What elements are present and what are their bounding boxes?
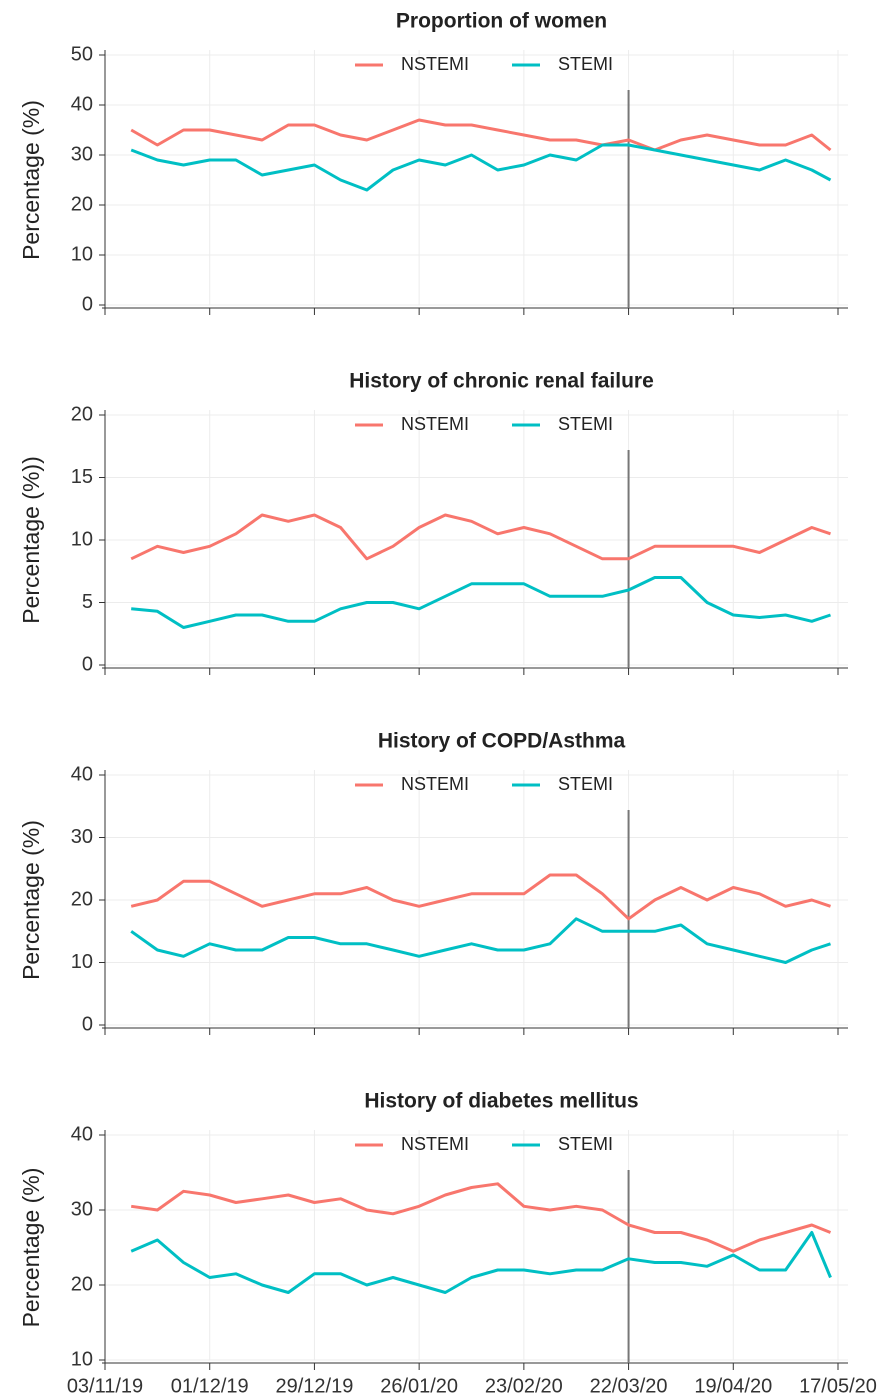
y-axis-label: Percentage (%)) xyxy=(18,456,44,623)
legend-label: NSTEMI xyxy=(401,774,469,794)
panel-title: History of diabetes mellitus xyxy=(364,1090,638,1113)
y-tick-label: 20 xyxy=(71,193,93,215)
panel-title: History of chronic renal failure xyxy=(349,370,654,393)
y-tick-label: 40 xyxy=(71,1123,93,1145)
legend-label: NSTEMI xyxy=(401,414,469,434)
x-tick-label: 22/03/20 xyxy=(590,1375,668,1397)
y-tick-label: 20 xyxy=(71,888,93,910)
y-axis-label: Percentage (%) xyxy=(18,820,44,980)
legend-label: STEMI xyxy=(558,414,613,434)
x-tick-label: 23/02/20 xyxy=(485,1375,563,1397)
y-tick-label: 15 xyxy=(71,466,93,488)
series-line xyxy=(130,513,831,561)
x-tick-label: 17/05/20 xyxy=(799,1375,877,1397)
y-tick-label: 0 xyxy=(82,293,93,315)
series-line xyxy=(130,118,832,152)
y-tick-label: 10 xyxy=(71,528,93,550)
y-tick-label: 10 xyxy=(71,1348,93,1370)
legend-label: STEMI xyxy=(558,54,613,74)
legend-label: STEMI xyxy=(558,1134,613,1154)
legend-label: STEMI xyxy=(558,774,613,794)
legend-label: NSTEMI xyxy=(401,1134,469,1154)
series-line xyxy=(130,1182,832,1253)
x-tick-label: 19/04/20 xyxy=(694,1375,772,1397)
y-tick-label: 40 xyxy=(71,93,93,115)
y-tick-label: 30 xyxy=(71,1198,93,1220)
x-tick-label: 01/12/19 xyxy=(171,1375,249,1397)
series-line xyxy=(130,1231,832,1294)
series-line xyxy=(131,576,831,629)
y-tick-label: 0 xyxy=(82,653,93,675)
x-tick-label: 03/11/19 xyxy=(67,1375,143,1397)
y-axis-label: Percentage (%) xyxy=(18,1168,44,1328)
y-axis-label: Percentage (%) xyxy=(18,100,44,260)
y-tick-label: 30 xyxy=(71,826,93,848)
y-tick-label: 50 xyxy=(71,43,93,65)
y-tick-label: 10 xyxy=(71,951,93,973)
y-tick-label: 10 xyxy=(71,243,93,265)
x-tick-label: 26/01/20 xyxy=(380,1375,458,1397)
y-tick-label: 20 xyxy=(71,403,93,425)
y-tick-label: 30 xyxy=(71,143,93,165)
y-tick-label: 20 xyxy=(71,1273,93,1295)
series-line xyxy=(130,873,831,921)
y-tick-label: 40 xyxy=(71,763,93,785)
series-line xyxy=(130,143,832,192)
series-line xyxy=(130,917,831,964)
y-tick-label: 0 xyxy=(82,1013,93,1035)
panel-title: History of COPD/Asthma xyxy=(378,730,626,753)
y-tick-label: 5 xyxy=(82,591,93,613)
legend-label: NSTEMI xyxy=(401,54,469,74)
x-tick-label: 29/12/19 xyxy=(275,1375,353,1397)
panel-title: Proportion of women xyxy=(396,10,607,33)
